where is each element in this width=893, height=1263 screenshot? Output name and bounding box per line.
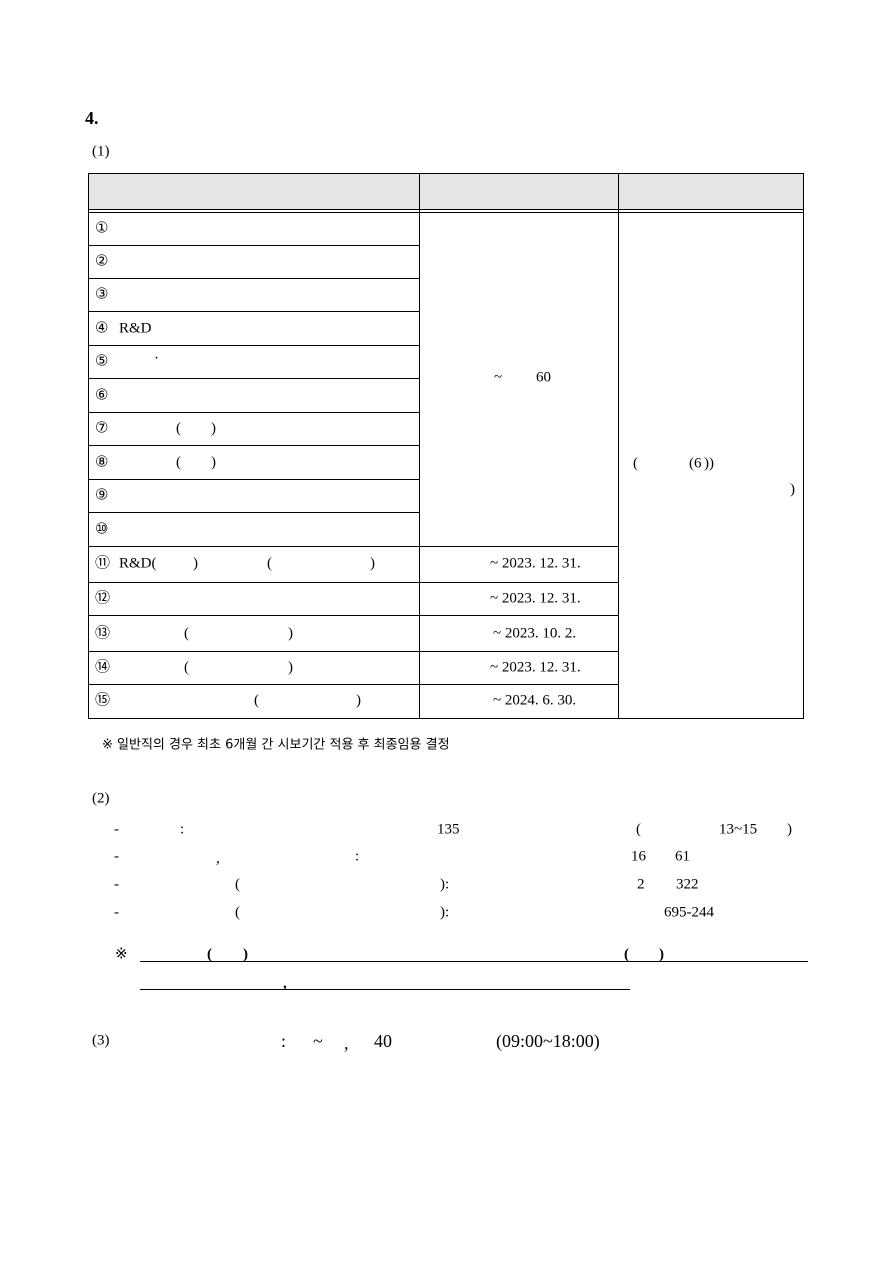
- period-cell: ~ 2023. 12. 31.: [490, 590, 581, 607]
- row-number: ⑥: [95, 387, 109, 404]
- row-text: R&D(: [119, 555, 157, 572]
- text: :: [355, 848, 360, 865]
- row-text: ): [356, 692, 361, 709]
- row-text: (: [184, 625, 189, 642]
- row-text: ): [288, 659, 293, 676]
- remark-cell: )): [704, 455, 714, 472]
- merged-period: ~: [494, 369, 503, 386]
- text: (: [624, 946, 629, 963]
- text: :: [180, 821, 185, 838]
- text: 16: [631, 848, 646, 865]
- work-hours: (09:00~18:00): [496, 1031, 600, 1051]
- text: ~: [313, 1031, 323, 1051]
- row-number: ⑪: [95, 555, 111, 572]
- text: ,: [283, 975, 287, 992]
- period-cell: ~ 2023. 12. 31.: [490, 555, 581, 572]
- text: 61: [675, 848, 690, 865]
- section2-label: (2): [92, 790, 110, 807]
- text: 322: [676, 876, 699, 893]
- remark-cell: ): [790, 481, 795, 498]
- row-number: ⑮: [95, 692, 111, 709]
- row-number: ⑭: [95, 659, 111, 676]
- bullet: -: [114, 848, 119, 865]
- row-text: (: [254, 692, 259, 709]
- row-number: ②: [95, 253, 109, 270]
- text: 2: [637, 876, 645, 893]
- underline: [140, 961, 808, 962]
- bullet: -: [114, 821, 119, 838]
- text: (: [636, 821, 641, 838]
- period-cell: ~ 2023. 12. 31.: [490, 659, 581, 676]
- bullet: -: [114, 876, 119, 893]
- section-heading: 4.: [85, 108, 99, 128]
- period-cell: ~ 2024. 6. 30.: [493, 692, 577, 709]
- underline: [140, 989, 630, 990]
- section1-label: (1): [92, 143, 110, 160]
- row-number: ⑦: [95, 420, 109, 437]
- text: (: [235, 876, 240, 893]
- remark-cell: (6: [689, 455, 702, 472]
- remark-cell: (: [633, 455, 638, 472]
- row-number: ⑨: [95, 487, 109, 504]
- row-number: ③: [95, 286, 109, 303]
- text: ): [243, 946, 248, 963]
- row-number: ④: [95, 320, 109, 337]
- text: (: [235, 904, 240, 921]
- row-number: ⑩: [95, 521, 109, 538]
- text: ): [659, 946, 664, 963]
- row-number: ⑬: [95, 625, 111, 642]
- row-text: ): [370, 555, 375, 572]
- row-text: (: [176, 420, 181, 437]
- text: 13~15: [719, 821, 758, 838]
- row-text: ): [193, 555, 198, 572]
- text: 135: [437, 821, 460, 838]
- text: ,: [216, 850, 220, 867]
- row-text: ·: [154, 350, 159, 367]
- text: ):: [440, 876, 450, 893]
- row-text: ): [211, 420, 216, 437]
- period-cell: ~ 2023. 10. 2.: [493, 625, 577, 642]
- bullet: -: [114, 904, 119, 921]
- row-text: (: [176, 454, 181, 471]
- row-text: ): [211, 454, 216, 471]
- row-text: R&D: [119, 320, 152, 337]
- probation-note: ※ 일반직의 경우 최초 6개월 간 시보기간 적용 후 최종임용 결정: [102, 737, 450, 753]
- row-number: ⑤: [95, 353, 109, 370]
- row-number: ⑫: [95, 590, 111, 607]
- row-number: ①: [95, 220, 109, 237]
- text: ):: [440, 904, 450, 921]
- text: :: [281, 1031, 287, 1051]
- merged-period: 60: [536, 369, 551, 386]
- row-number: ⑧: [95, 454, 109, 471]
- text: 695-244: [664, 904, 714, 921]
- text: (: [207, 946, 212, 963]
- text: ): [787, 821, 792, 838]
- table-header: [88, 173, 803, 210]
- text: 40: [374, 1031, 392, 1051]
- row-text: (: [267, 555, 272, 572]
- notice-mark: ※: [115, 946, 128, 963]
- row-text: ): [288, 625, 293, 642]
- section3-label: (3): [92, 1032, 110, 1049]
- row-text: (: [184, 659, 189, 676]
- text: ,: [344, 1033, 349, 1053]
